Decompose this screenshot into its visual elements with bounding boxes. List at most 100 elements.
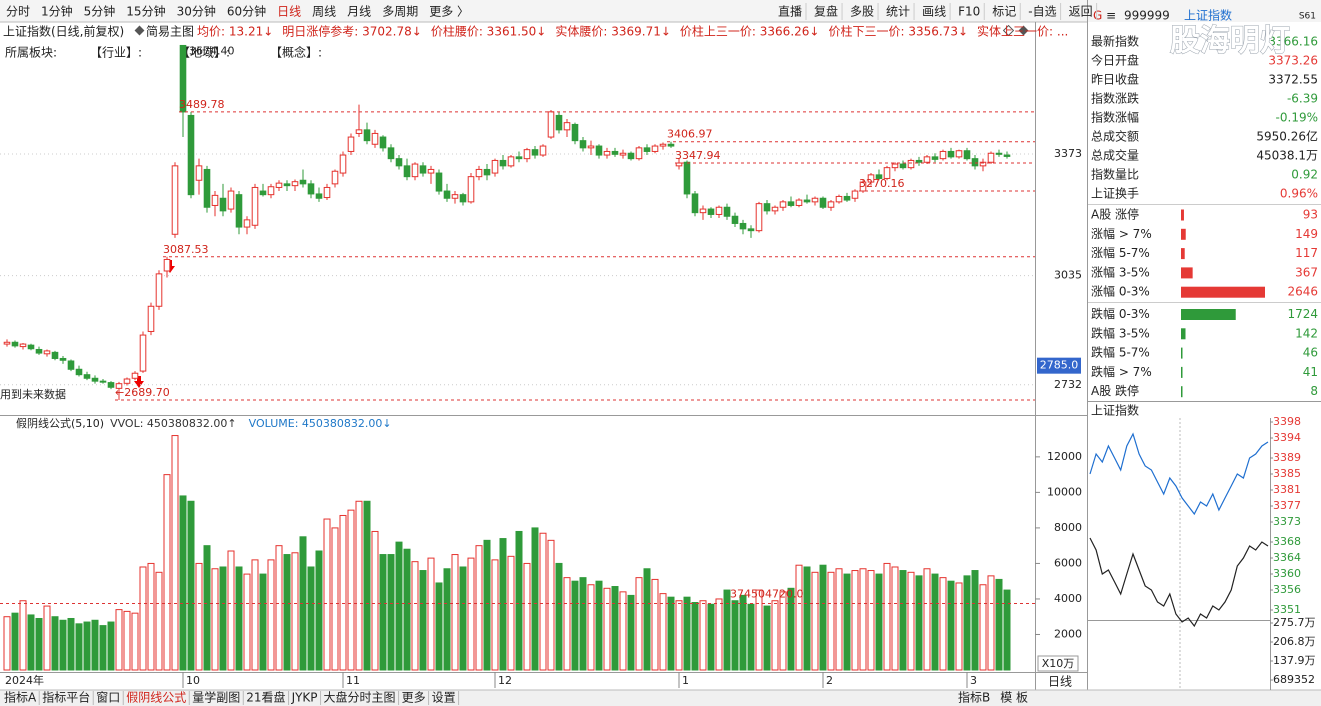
volume-bar: [835, 568, 843, 671]
volume-bar: [459, 566, 467, 671]
level-label: 3270.16: [859, 177, 905, 190]
volume-bar: [371, 530, 379, 671]
tool-button[interactable]: -自选: [1028, 5, 1056, 19]
volume-bar: [219, 566, 227, 671]
volume-bar: [851, 570, 859, 671]
volume-bar: [747, 603, 755, 671]
dist-bar: [1181, 328, 1186, 340]
volume-bar: [483, 539, 491, 671]
menu-icon[interactable]: ≡: [1106, 9, 1116, 23]
tool-button[interactable]: 统计: [886, 5, 910, 19]
mini-y-label: 3381: [1273, 483, 1301, 496]
bottom-tab[interactable]: 量学副图: [192, 690, 240, 705]
volume-bar: [19, 600, 27, 671]
volume-bar: [659, 593, 667, 671]
mini-y-label: 3394: [1273, 431, 1301, 444]
bottom-tab[interactable]: 更多: [402, 691, 426, 705]
dist-value: 142: [1295, 326, 1318, 340]
volume-title: 假阴线公式(5,10): [16, 416, 104, 430]
bottom-tab[interactable]: 大盘分时主图: [324, 690, 396, 705]
candle-body: [771, 206, 779, 212]
bottom-tab[interactable]: JYKP: [291, 691, 318, 705]
volume-bar: [979, 584, 987, 671]
volume-bar: [315, 550, 323, 671]
candle-body: [675, 162, 683, 167]
period-tab[interactable]: 5分钟: [84, 4, 116, 19]
candle-body: [331, 170, 339, 185]
volume-bar: [955, 582, 963, 671]
volume-bar: [667, 596, 675, 671]
period-tab[interactable]: 1分钟: [41, 4, 73, 19]
candle-body: [859, 181, 867, 192]
volume-bar: [307, 566, 315, 671]
volume-bar: [427, 557, 435, 671]
candle-body: [939, 150, 947, 160]
candle-body: [699, 208, 707, 214]
candle-body: [747, 228, 755, 232]
chart-mode: 简易主图: [146, 25, 194, 39]
candle-body: [307, 183, 315, 195]
dist-bar: [1181, 209, 1184, 221]
tool-button[interactable]: 直播: [778, 5, 802, 19]
x-tick-label: 1: [682, 674, 689, 687]
volume-bar: [3, 616, 11, 671]
bottom-tab[interactable]: 设置: [432, 691, 456, 705]
bottom-tab[interactable]: 指标A: [4, 690, 37, 705]
mini-y-label: 3373: [1273, 515, 1301, 528]
volume-bar: [619, 591, 627, 671]
period-tab[interactable]: 30分钟: [177, 4, 216, 19]
bottom-tab[interactable]: 指标平台: [42, 690, 90, 705]
tool-button[interactable]: 多股: [850, 5, 874, 19]
volume-bar: [163, 474, 171, 671]
volume-bar: [963, 575, 971, 671]
y-tick-label: 8000: [1054, 521, 1082, 534]
volume-bar: [179, 495, 187, 671]
quote-label: 指数涨幅: [1091, 110, 1139, 125]
quote-label: 上证换手: [1091, 187, 1139, 201]
candle-body: [83, 374, 91, 379]
period-tab[interactable]: 月线: [347, 5, 371, 19]
volume-bar: [811, 571, 819, 671]
dist-bar: [1181, 366, 1183, 378]
period-tab[interactable]: 15分钟: [126, 4, 165, 19]
candle-body: [395, 158, 403, 167]
tool-button[interactable]: 返回: [1069, 5, 1093, 19]
volume-bar: [867, 570, 875, 671]
period-tab[interactable]: 60分钟: [227, 4, 266, 19]
period-label[interactable]: 日线: [1048, 675, 1072, 689]
quote-label: 指数涨跌: [1091, 91, 1139, 106]
candle-body: [107, 382, 115, 388]
bottom-tab[interactable]: 21看盘: [246, 690, 285, 705]
bottom-tab[interactable]: 指标B: [958, 690, 990, 705]
quote-value: -6.39: [1287, 92, 1318, 106]
tool-button[interactable]: 画线: [922, 5, 946, 19]
candle-body: [3, 341, 11, 345]
period-tab[interactable]: 日线: [277, 5, 301, 19]
bottom-tab[interactable]: 假阴线公式: [126, 691, 186, 705]
bottom-tab[interactable]: 模 板: [1000, 691, 1028, 705]
tool-button[interactable]: F10: [958, 5, 980, 19]
volume-bar: [843, 573, 851, 671]
candle-body: [67, 360, 75, 370]
candle-body: [259, 190, 267, 196]
candle-body: [227, 190, 235, 210]
toggle-icon[interactable]: [1002, 24, 1015, 37]
toggle-icon[interactable]: [1018, 25, 1029, 36]
candle-body: [483, 168, 491, 176]
candle-body: [971, 158, 979, 167]
bottom-tab[interactable]: 窗口: [96, 691, 120, 705]
period-tab[interactable]: 周线: [312, 5, 336, 19]
dist-value: 367: [1295, 265, 1318, 279]
volume-bar: [291, 552, 299, 671]
volume-bar: [643, 568, 651, 671]
info-item: 均价: 13.21↓: [197, 25, 273, 39]
period-tab[interactable]: 多周期: [382, 5, 418, 19]
candle-body: [427, 168, 435, 174]
chart-title: 上证指数(日线,前复权): [3, 24, 124, 39]
period-tab[interactable]: 更多 〉: [429, 5, 469, 19]
volume-bar: [987, 575, 995, 671]
volume-bar: [227, 550, 235, 671]
tool-button[interactable]: 标记: [992, 5, 1016, 19]
tool-button[interactable]: 复盘: [814, 4, 838, 19]
period-tab[interactable]: 分时: [6, 5, 30, 19]
